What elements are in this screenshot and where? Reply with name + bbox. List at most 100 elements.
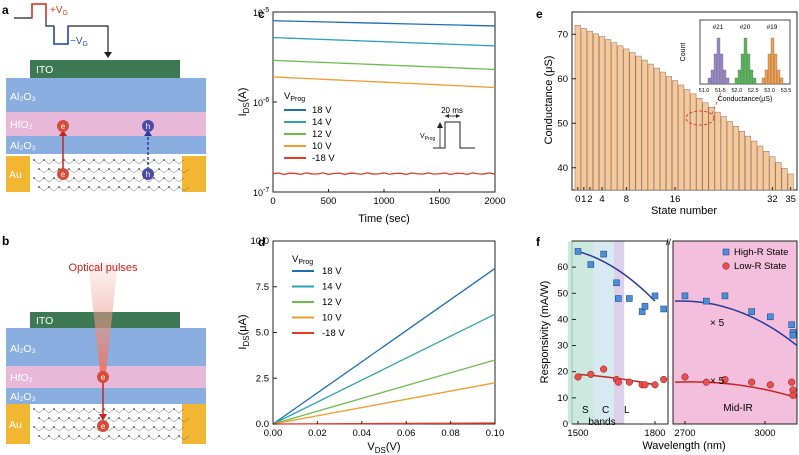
x-tick-label-d: 0.00 [264, 428, 283, 439]
highlight-connector [711, 89, 723, 115]
lattice-bond [68, 186, 80, 192]
y-tick-label-f: 0 [563, 419, 568, 430]
inset-vprog-label: VProg [420, 133, 435, 142]
lattice-atom [38, 435, 40, 437]
bar-state-16 [672, 80, 679, 191]
bar-state-21 [702, 102, 709, 191]
bands-label: bands [588, 417, 615, 428]
y-tick-label-d: 5.0 [256, 328, 269, 339]
inset-bar [716, 37, 721, 85]
inset-bar [713, 53, 718, 85]
x-tick-label-e: 16 [670, 194, 681, 205]
lattice-atom [108, 186, 110, 188]
lattice-bond [53, 408, 65, 414]
c-band-bg [593, 241, 614, 424]
lattice-bond [118, 168, 130, 174]
legend-label-c: 18 V [312, 105, 332, 116]
high-r-point [789, 331, 797, 339]
lattice-atom [118, 186, 120, 188]
al2o3-top-label: Al₂O₃ [10, 343, 36, 355]
lattice-bond [143, 408, 155, 414]
legend-label-d: 10 V [322, 313, 342, 324]
lattice-bond [153, 426, 165, 432]
series-line-18V [272, 20, 496, 27]
lattice-atom [108, 435, 110, 437]
lattice-atom [83, 177, 85, 179]
ticks-d: 0.00 0.02 0.04 0.06 0.08 0.10 0.0 2.5 5.0 7.5 10.0 [251, 236, 505, 439]
series-group-c [272, 20, 496, 176]
bar-state-32 [769, 156, 776, 191]
lattice-atom [148, 186, 150, 188]
lattice-atom [153, 426, 155, 428]
x-tick-label-c: 0 [270, 196, 275, 207]
low-r-point [789, 391, 797, 399]
c-band-label: C [602, 405, 609, 416]
lattice-bond [148, 417, 160, 423]
series-line-12V [272, 59, 496, 71]
lattice-atom [143, 159, 145, 161]
inset-bar [773, 53, 778, 85]
lattice-bond [153, 408, 165, 414]
lattice-bond [113, 159, 125, 165]
x-tick-label-e: 4 [599, 194, 604, 205]
x-axis-label-c: Time (sec) [358, 213, 410, 225]
legend-label-c: 10 V [312, 141, 332, 152]
bar-state-25 [726, 121, 733, 191]
lattice-atom [173, 408, 175, 410]
series-line--18V [272, 422, 496, 425]
l-band-bg [613, 241, 625, 424]
high-r-point [681, 292, 689, 300]
lattice-bond [133, 426, 145, 432]
lattice-bond [143, 159, 155, 165]
lattice-atom [128, 168, 130, 170]
lattice-atom [163, 426, 165, 428]
lattice-bond [38, 186, 50, 192]
low-r-point [574, 373, 582, 381]
lattice-bond [88, 186, 100, 192]
inset-y-label: Count [680, 43, 687, 62]
mid-ir-label: Mid-IR [723, 403, 752, 414]
series-line-14V [272, 36, 496, 47]
x-tick-label-f: 1500 [567, 428, 588, 439]
hfo2-layer [6, 112, 206, 136]
lattice-atom [88, 435, 90, 437]
inset-peak-label: #21 [713, 24, 724, 31]
bar-state-11 [641, 59, 648, 191]
series-line-12V [272, 359, 496, 425]
lattice-atom [108, 417, 110, 419]
low-r-point [660, 376, 668, 384]
lattice-atom [73, 159, 75, 161]
high-r-multiplier: × 5 [710, 318, 725, 329]
lattice-atom [83, 159, 85, 161]
lattice-atom [123, 408, 125, 410]
lattice-atom [113, 159, 115, 161]
lattice-bond [43, 426, 55, 432]
lattice-bond [73, 159, 85, 165]
hole-icon [142, 168, 154, 180]
lattice-atom [73, 177, 75, 179]
low-r-point [721, 376, 729, 384]
lattice-atom [158, 186, 160, 188]
lattice-bond [48, 417, 60, 423]
low-r-point [587, 370, 595, 378]
bar-state-7 [617, 45, 624, 191]
inset-bar [776, 69, 781, 85]
lattice-bond [138, 417, 150, 423]
lattice-atom [88, 168, 90, 170]
hfo2-label: HfO₂ [10, 372, 33, 384]
inset-pulse-width: 20 ms [441, 106, 463, 115]
lattice-atom [93, 426, 95, 428]
y-tick-label-d: 2.5 [256, 373, 269, 384]
l-band-label: L [624, 405, 630, 416]
lattice-atom [133, 426, 135, 428]
legend-label-high-r: High-R State [734, 247, 788, 258]
inset-bar [752, 77, 757, 85]
high-r-point [703, 297, 710, 305]
bar-state-26 [732, 126, 739, 191]
low-r-point [641, 381, 649, 389]
lattice-atom [78, 168, 80, 170]
graphene-channel [6, 154, 206, 194]
lattice-atom [98, 186, 100, 188]
inset-bar [779, 77, 784, 85]
lattice-bond [163, 177, 175, 183]
